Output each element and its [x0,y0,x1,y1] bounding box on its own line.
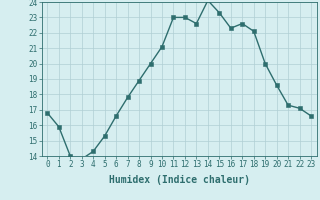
X-axis label: Humidex (Indice chaleur): Humidex (Indice chaleur) [109,175,250,185]
